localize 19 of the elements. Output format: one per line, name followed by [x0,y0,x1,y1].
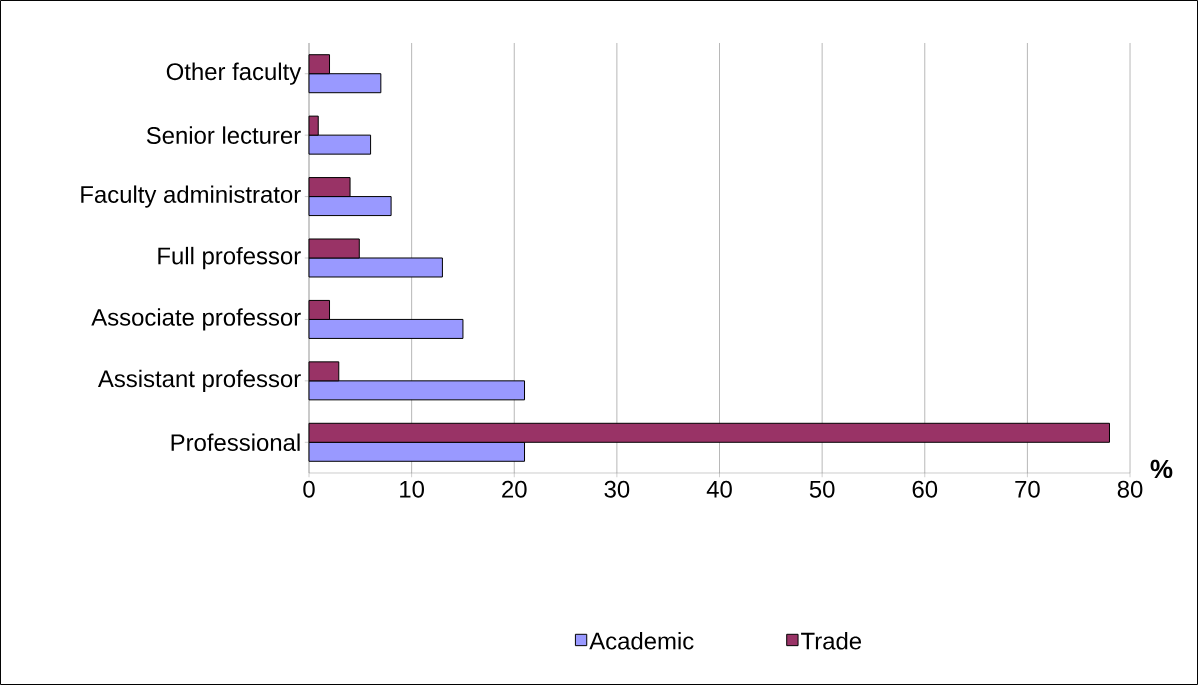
x-tick-label: 0 [303,480,315,498]
y-tick-label: Assistant professor [97,369,301,393]
y-tick-label: Full professor [158,246,301,270]
x-axis-title: % [1150,459,1173,479]
x-tick-label: 70 [1015,480,1040,498]
x-tick-label: 60 [912,480,938,498]
x-tick-label: 50 [809,480,835,498]
y-tick-label: Other faculty [166,62,302,85]
y-tick-label: Senior lecturer [146,126,301,144]
x-tick-label: 20 [502,480,527,498]
y-tick-label: Faculty administrator [81,185,301,208]
x-tick-label: 80 [1117,480,1143,498]
x-tick-label: 30 [604,480,630,498]
x-tick-label: 40 [706,480,732,498]
legend-label: Trade [801,631,862,650]
legend-label: Academic [589,631,694,650]
y-tick-label: Associate professor [91,308,301,331]
x-tick-label: 10 [400,480,424,498]
y-tick-label: Professional [171,433,300,452]
